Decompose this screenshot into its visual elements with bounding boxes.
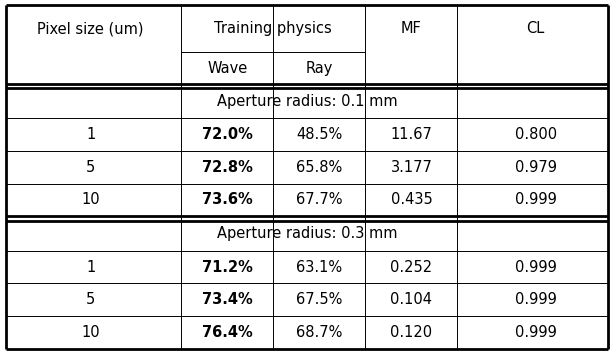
Text: 68.7%: 68.7% xyxy=(296,325,343,340)
Text: 0.104: 0.104 xyxy=(391,292,432,307)
Text: Aperture radius: 0.1 mm: Aperture radius: 0.1 mm xyxy=(217,94,397,109)
Text: 5: 5 xyxy=(86,292,95,307)
Text: Training physics: Training physics xyxy=(214,21,332,36)
Text: 67.5%: 67.5% xyxy=(296,292,343,307)
Text: 76.4%: 76.4% xyxy=(202,325,252,340)
Text: 11.67: 11.67 xyxy=(391,127,432,142)
Text: 65.8%: 65.8% xyxy=(296,160,343,175)
Text: 67.7%: 67.7% xyxy=(296,193,343,207)
Text: Ray: Ray xyxy=(306,61,333,76)
Text: 63.1%: 63.1% xyxy=(296,260,343,275)
Text: 72.8%: 72.8% xyxy=(202,160,252,175)
Text: 0.800: 0.800 xyxy=(515,127,557,142)
Text: 0.999: 0.999 xyxy=(515,260,557,275)
Text: Wave: Wave xyxy=(207,61,247,76)
Text: 10: 10 xyxy=(81,193,100,207)
Text: 0.979: 0.979 xyxy=(515,160,557,175)
Text: 0.999: 0.999 xyxy=(515,292,557,307)
Text: 48.5%: 48.5% xyxy=(296,127,343,142)
Text: 72.0%: 72.0% xyxy=(202,127,252,142)
Text: 1: 1 xyxy=(86,127,95,142)
Text: 1: 1 xyxy=(86,260,95,275)
Text: Pixel size (um): Pixel size (um) xyxy=(37,21,144,36)
Text: 71.2%: 71.2% xyxy=(202,260,252,275)
Text: 0.435: 0.435 xyxy=(391,193,432,207)
Text: MF: MF xyxy=(401,21,422,36)
Text: 10: 10 xyxy=(81,325,100,340)
Text: 0.252: 0.252 xyxy=(391,260,432,275)
Text: 73.6%: 73.6% xyxy=(202,193,252,207)
Text: 0.120: 0.120 xyxy=(391,325,432,340)
Text: Aperture radius: 0.3 mm: Aperture radius: 0.3 mm xyxy=(217,226,397,241)
Text: 73.4%: 73.4% xyxy=(202,292,252,307)
Text: 0.999: 0.999 xyxy=(515,325,557,340)
Text: 0.999: 0.999 xyxy=(515,193,557,207)
Text: 5: 5 xyxy=(86,160,95,175)
Text: 3.177: 3.177 xyxy=(391,160,432,175)
Text: CL: CL xyxy=(527,21,545,36)
